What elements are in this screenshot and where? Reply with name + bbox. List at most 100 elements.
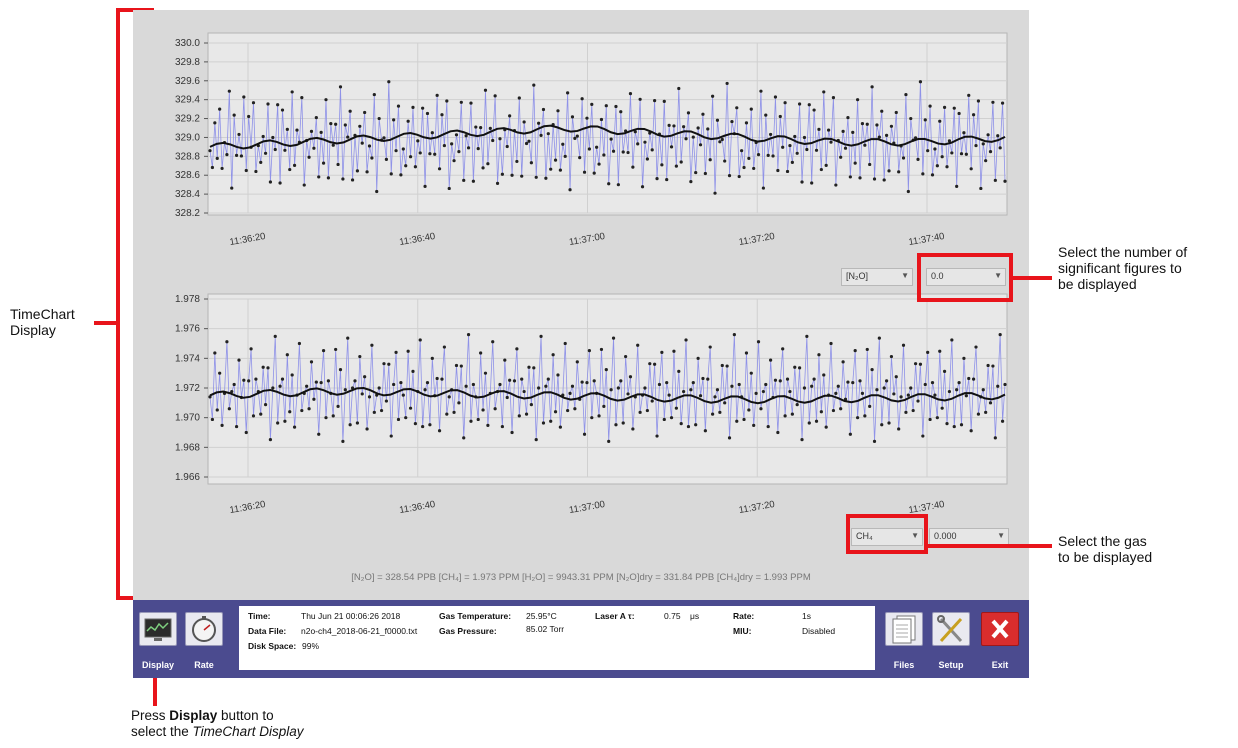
data-point xyxy=(715,388,720,392)
data-point xyxy=(691,381,695,385)
data-point xyxy=(416,139,420,143)
files-button[interactable] xyxy=(885,612,923,646)
data-point xyxy=(251,101,256,105)
data-point xyxy=(727,174,732,178)
data-point xyxy=(870,368,874,372)
data-point xyxy=(776,168,780,173)
data-point xyxy=(950,338,954,342)
data-point xyxy=(877,135,881,139)
data-point xyxy=(307,407,311,411)
data-point xyxy=(520,377,524,381)
data-point xyxy=(698,394,703,398)
y-tick-label: 1.970 xyxy=(175,413,200,424)
bottom-chart-series xyxy=(208,333,1007,443)
chevron-down-icon: ▼ xyxy=(997,531,1005,540)
data-point xyxy=(785,169,790,174)
data-point xyxy=(418,151,422,155)
data-point xyxy=(210,417,215,422)
data-point xyxy=(747,408,751,412)
data-point xyxy=(868,404,872,408)
data-point xyxy=(249,347,253,351)
data-point xyxy=(271,135,275,140)
bottom-toolbar: Display Rate Time: Thu Jun 21 00:06:26 2… xyxy=(133,600,1029,678)
data-point xyxy=(945,422,949,426)
time-value: Thu Jun 21 00:06:26 2018 xyxy=(301,611,401,621)
data-point xyxy=(326,379,331,383)
data-point xyxy=(749,371,753,375)
data-point xyxy=(957,111,961,116)
data-point xyxy=(761,389,765,394)
data-point xyxy=(766,153,770,157)
data-point xyxy=(406,349,410,353)
data-point xyxy=(814,148,819,152)
data-point xyxy=(377,116,381,121)
data-point xyxy=(251,414,256,418)
data-point xyxy=(227,89,231,93)
data-point xyxy=(280,108,285,112)
data-point xyxy=(1000,101,1005,105)
display-button[interactable] xyxy=(139,612,177,646)
data-point xyxy=(969,429,973,433)
data-point xyxy=(469,101,473,105)
data-point xyxy=(599,347,604,352)
data-point xyxy=(962,356,966,360)
data-point xyxy=(537,121,541,125)
data-point xyxy=(541,421,546,425)
data-point xyxy=(268,438,273,442)
data-point xyxy=(524,141,529,146)
data-point xyxy=(261,134,265,139)
bottom-species-select[interactable]: CH₄ ▼ xyxy=(851,528,923,546)
rate-button[interactable] xyxy=(185,612,223,646)
data-point xyxy=(657,382,662,387)
top-species-select[interactable]: [N₂O] ▼ xyxy=(841,268,913,286)
data-point xyxy=(498,382,502,387)
data-point xyxy=(541,107,546,112)
data-point xyxy=(549,167,553,171)
data-point xyxy=(534,175,538,179)
data-point xyxy=(981,142,985,146)
data-point xyxy=(358,354,362,359)
data-point xyxy=(1000,419,1005,423)
data-point xyxy=(602,153,606,157)
setup-button[interactable] xyxy=(932,612,970,646)
data-point xyxy=(433,152,437,156)
y-tick-label: 1.974 xyxy=(175,353,200,364)
data-point xyxy=(793,365,797,369)
data-point xyxy=(450,142,454,146)
setup-label: Setup xyxy=(938,660,964,670)
gaspress-label: Gas Pressure: xyxy=(439,626,497,636)
data-point xyxy=(631,427,635,431)
y-tick-label: 328.4 xyxy=(175,189,200,200)
data-point xyxy=(290,90,294,94)
data-point xyxy=(991,100,995,104)
data-point xyxy=(379,408,384,413)
exit-button[interactable] xyxy=(981,612,1019,646)
data-point xyxy=(679,422,683,426)
data-point xyxy=(904,410,908,414)
data-point xyxy=(437,429,442,433)
data-point xyxy=(884,133,889,137)
data-point xyxy=(595,145,599,149)
data-point xyxy=(329,122,333,126)
data-point xyxy=(493,407,497,411)
data-point xyxy=(406,119,410,123)
display-label: Display xyxy=(141,660,174,670)
top-sigfig-select[interactable]: 0.0 ▼ xyxy=(926,268,1006,286)
data-point xyxy=(314,380,318,384)
data-point xyxy=(899,395,903,399)
data-point xyxy=(860,391,865,395)
rate-info-label: Rate: xyxy=(733,611,755,621)
data-point xyxy=(986,133,990,137)
data-point xyxy=(865,347,869,352)
data-point xyxy=(616,386,620,390)
data-point xyxy=(880,109,884,113)
data-point xyxy=(814,419,819,423)
data-point xyxy=(408,155,413,159)
timechart-bracket-bottom xyxy=(116,596,138,600)
data-point xyxy=(713,191,717,195)
data-point xyxy=(561,142,565,146)
data-point xyxy=(215,408,219,412)
data-point xyxy=(348,109,352,113)
data-point xyxy=(447,186,451,191)
data-point xyxy=(213,121,217,125)
